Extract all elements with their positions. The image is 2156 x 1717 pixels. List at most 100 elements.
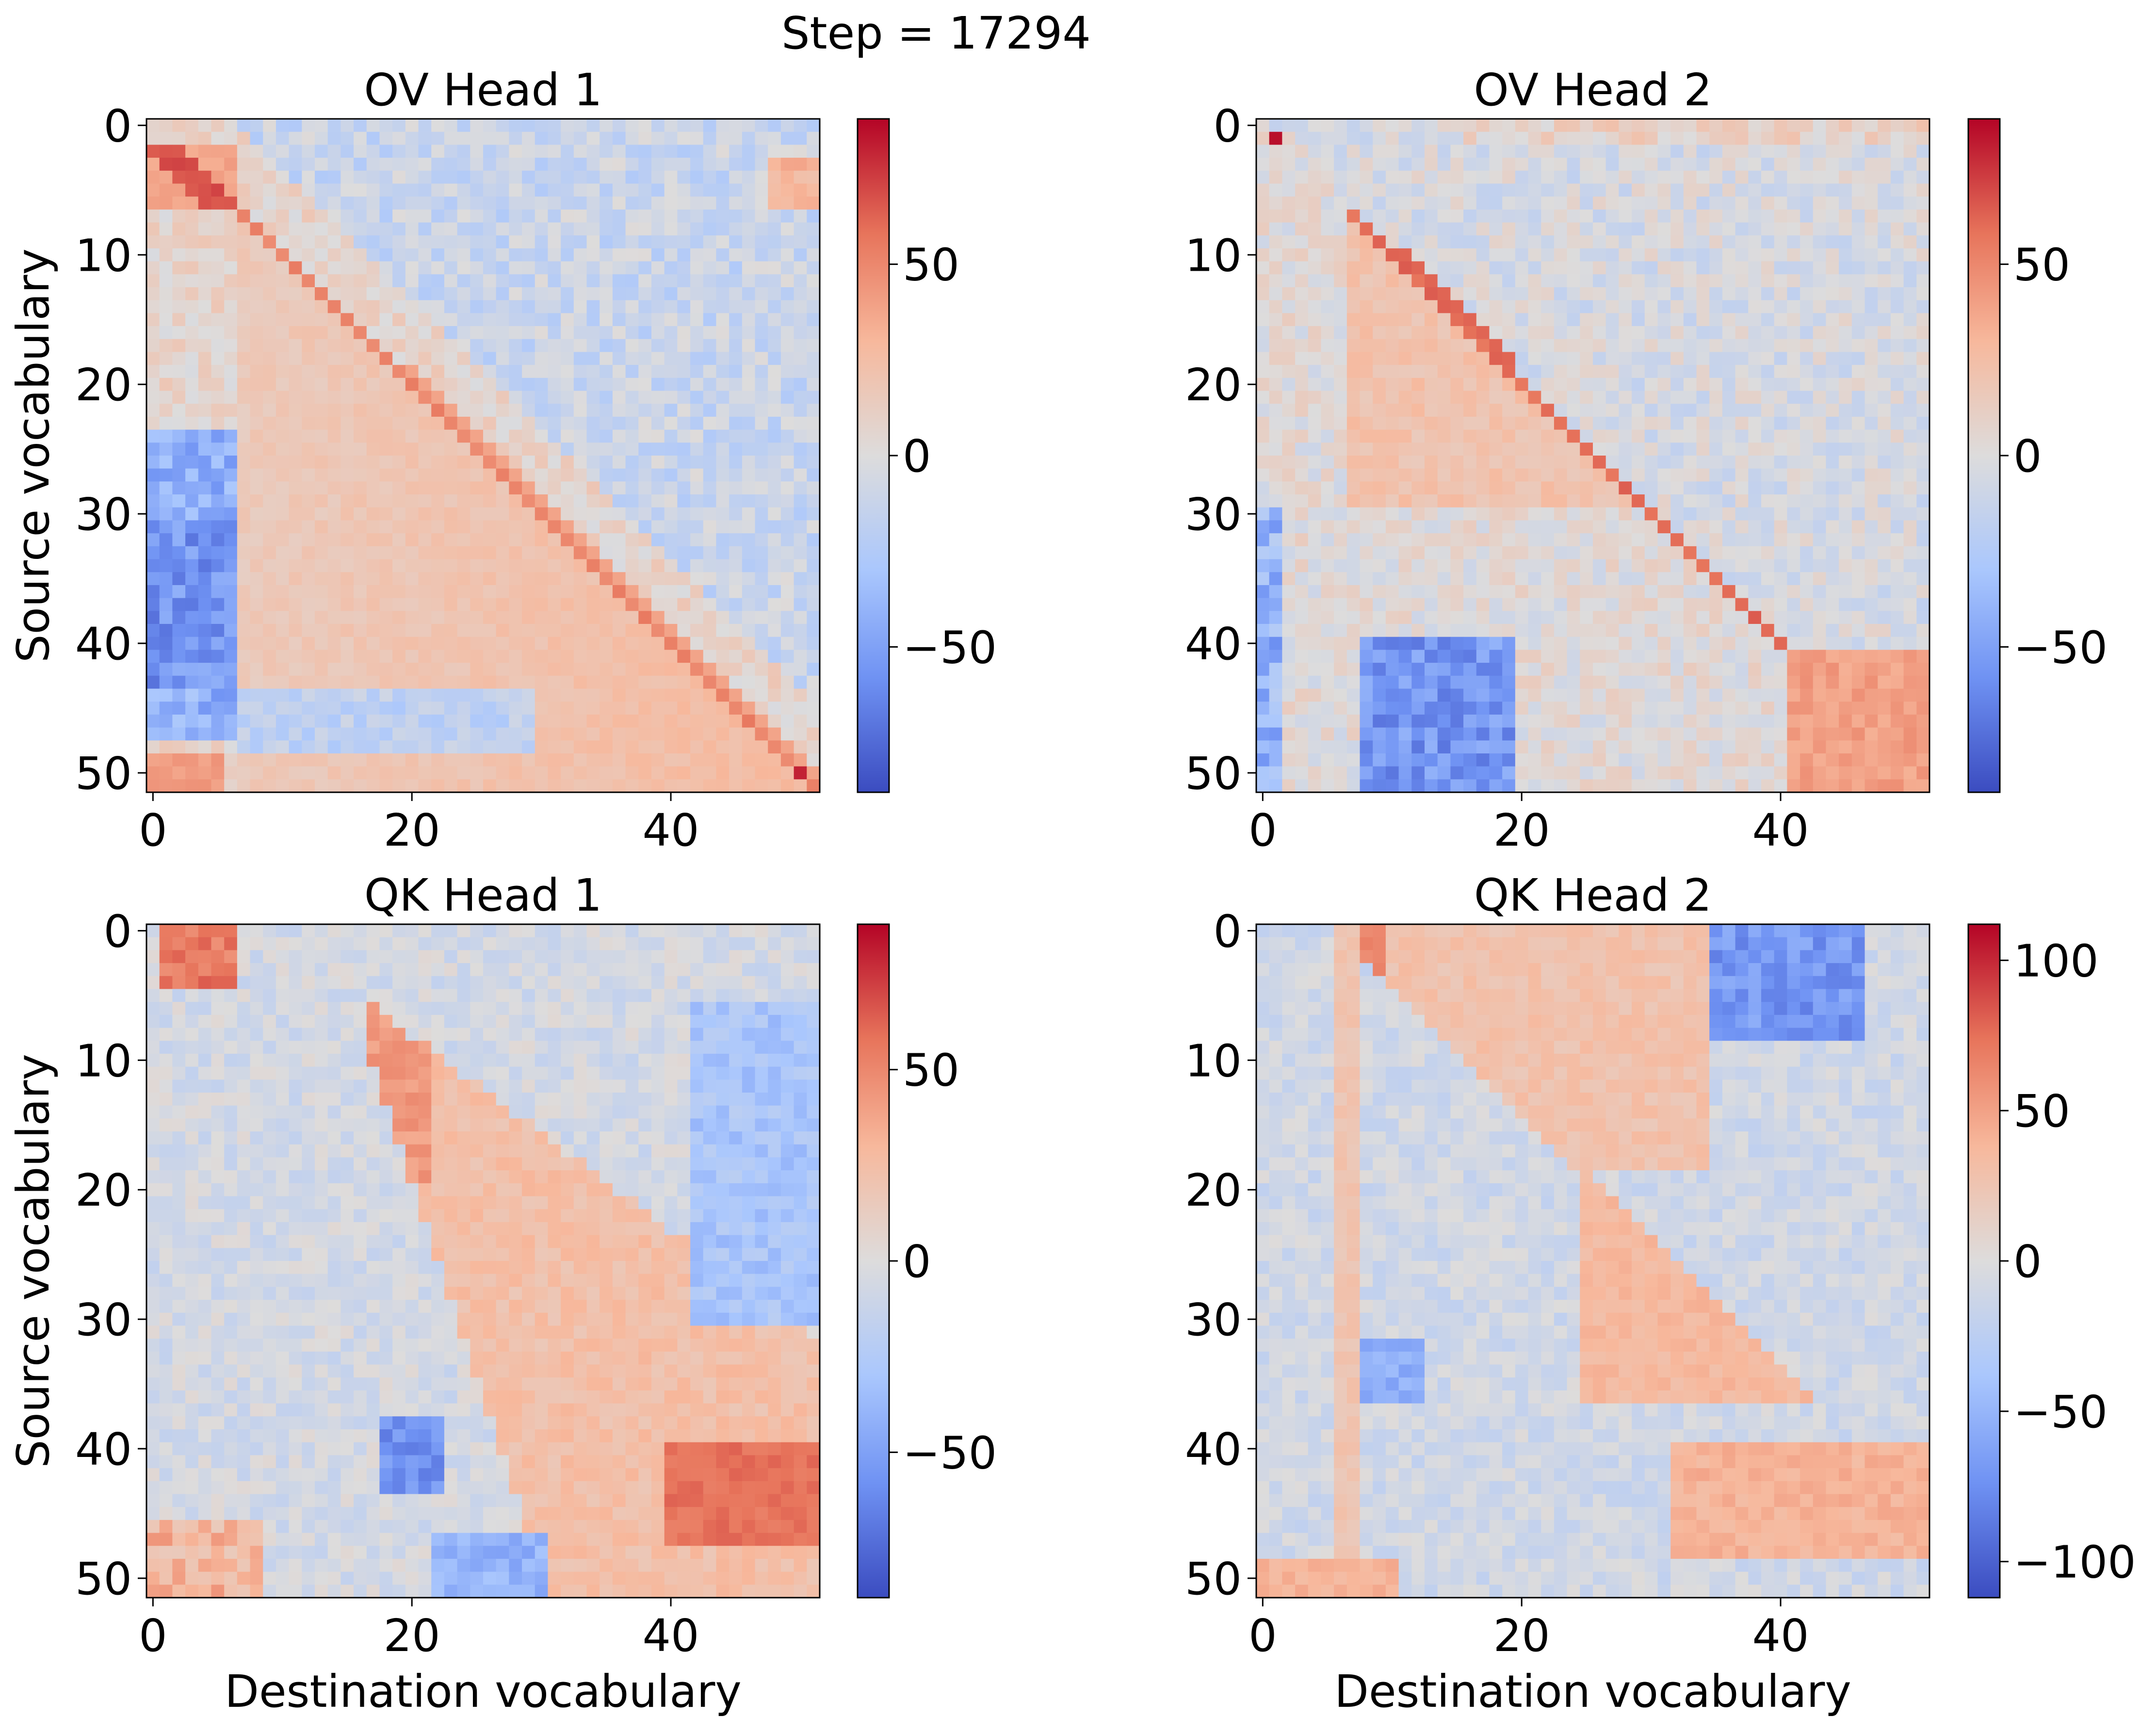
heatmap-cell: [1683, 196, 1697, 210]
heatmap-cell: [755, 714, 768, 728]
heatmap-cell: [1826, 209, 1839, 223]
heatmap-cell: [1463, 585, 1477, 599]
heatmap-cell: [431, 740, 445, 754]
heatmap-cell: [1463, 468, 1477, 482]
heatmap-cell: [1696, 170, 1710, 184]
heatmap-cell: [1334, 585, 1347, 599]
heatmap-cell: [1787, 248, 1800, 262]
heatmap-cell: [354, 158, 367, 171]
heatmap-cell: [548, 416, 561, 430]
heatmap-cell: [1554, 313, 1568, 327]
heatmap-cell: [1605, 481, 1619, 495]
heatmap-cell: [340, 688, 354, 702]
heatmap-cell: [1851, 287, 1865, 301]
heatmap-cell: [1567, 287, 1580, 301]
heatmap-cell: [1735, 209, 1749, 223]
heatmap-cell: [1839, 222, 1852, 236]
heatmap-cell: [1826, 352, 1839, 365]
heatmap-cell: [250, 766, 263, 780]
heatmap-cell: [780, 546, 794, 560]
heatmap-cell: [703, 702, 717, 715]
heatmap-cell: [1851, 650, 1865, 663]
heatmap-cell: [1256, 391, 1270, 404]
heatmap-cell: [1256, 158, 1270, 171]
heatmap-cell: [1425, 119, 1438, 132]
heatmap-cell: [573, 235, 587, 249]
heatmap-cell: [535, 598, 549, 611]
heatmap-cell: [444, 145, 458, 158]
heatmap-cell: [1593, 145, 1606, 158]
heatmap-cell: [1632, 546, 1645, 560]
heatmap-cell: [302, 145, 315, 158]
heatmap-cell: [354, 456, 367, 469]
heatmap-cell: [392, 507, 406, 521]
heatmap-cell: [198, 546, 212, 560]
heatmap-cell: [1878, 365, 1891, 378]
heatmap-cell: [1851, 235, 1865, 249]
heatmap-cell: [1670, 456, 1684, 469]
heatmap-cell: [561, 766, 574, 780]
heatmap-cell: [1321, 274, 1334, 288]
heatmap-cell: [509, 222, 522, 236]
heatmap-cell: [768, 209, 781, 223]
heatmap-cell: [794, 598, 807, 611]
heatmap-cell: [1722, 248, 1736, 262]
heatmap-cell: [651, 442, 665, 456]
heatmap-cell: [457, 494, 470, 508]
heatmap-cell: [483, 598, 497, 611]
heatmap-cell: [1774, 326, 1787, 340]
heatmap-cell: [354, 183, 367, 197]
heatmap-cell: [315, 313, 328, 327]
heatmap-cell: [625, 675, 639, 689]
heatmap-cell: [1709, 145, 1723, 158]
heatmap-cell: [327, 494, 341, 508]
heatmap-cell: [276, 688, 290, 702]
heatmap-cell: [224, 766, 238, 780]
heatmap-cell: [703, 222, 717, 236]
heatmap-cell: [1411, 585, 1425, 599]
heatmap-cell: [444, 559, 458, 572]
x-tick-label: 20: [384, 804, 440, 856]
heatmap-cell: [1567, 637, 1580, 650]
heatmap-cell: [1437, 377, 1451, 392]
heatmap-cell: [1709, 663, 1723, 676]
heatmap-cell: [690, 598, 704, 611]
heatmap-cell: [1774, 546, 1787, 560]
heatmap-cell: [1269, 196, 1282, 210]
heatmap-cell: [561, 688, 574, 702]
heatmap-cell: [1321, 611, 1334, 624]
heatmap-cell: [470, 481, 484, 495]
heatmap-cell: [211, 183, 225, 197]
heatmap-cell: [1502, 559, 1516, 572]
heatmap-cell: [561, 650, 574, 663]
heatmap-cell: [1619, 119, 1632, 132]
heatmap-cell: [1670, 274, 1684, 288]
heatmap-cell: [638, 391, 652, 404]
heatmap-cell: [496, 481, 509, 495]
heatmap-cell: [302, 468, 315, 482]
heatmap-cell: [1295, 222, 1309, 236]
heatmap-cell: [1411, 663, 1425, 676]
heatmap-cell: [690, 300, 704, 313]
heatmap-cell: [625, 131, 639, 145]
heatmap-cell: [327, 753, 341, 767]
heatmap-cell: [1385, 391, 1399, 404]
heatmap-cell: [1903, 456, 1917, 469]
heatmap-cell: [612, 313, 626, 327]
heatmap-cell: [729, 753, 743, 767]
heatmap-cell: [431, 611, 445, 624]
heatmap-cell: [146, 391, 160, 404]
heatmap-cell: [1256, 572, 1270, 586]
heatmap-cell: [483, 481, 497, 495]
heatmap-cell: [354, 481, 367, 495]
heatmap-cell: [548, 494, 561, 508]
heatmap-cell: [807, 416, 820, 430]
heatmap-cell: [1605, 416, 1619, 430]
heatmap-cell: [1308, 494, 1322, 508]
heatmap-cell: [276, 131, 290, 145]
heatmap-cell: [612, 429, 626, 443]
heatmap-cell: [509, 572, 522, 586]
heatmap-cell: [1774, 481, 1787, 495]
heatmap-cell: [340, 222, 354, 236]
heatmap-cell: [1683, 170, 1697, 184]
